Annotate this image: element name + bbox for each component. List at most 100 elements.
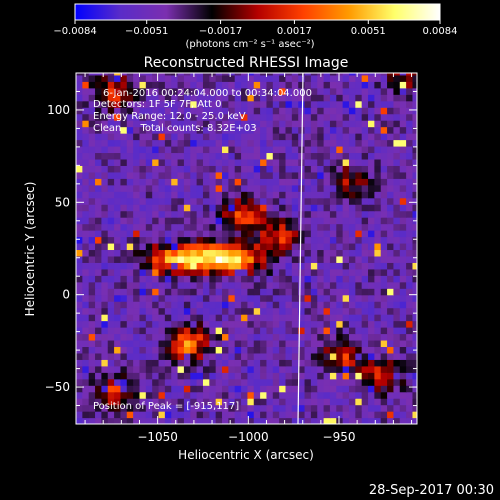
heatmap-cell xyxy=(183,113,191,121)
heatmap-cell xyxy=(228,327,236,335)
heatmap-cell xyxy=(215,152,223,160)
heatmap-cell xyxy=(114,73,122,76)
heatmap-cell xyxy=(183,352,191,360)
heatmap-cell xyxy=(126,152,134,160)
heatmap-cell xyxy=(348,204,356,212)
heatmap-cell xyxy=(215,327,223,335)
heatmap-cell xyxy=(374,339,382,348)
heatmap-cell xyxy=(190,120,198,128)
heatmap-cell xyxy=(126,327,134,335)
heatmap-cell xyxy=(374,242,382,251)
heatmap-cell xyxy=(374,204,382,212)
heatmap-cell xyxy=(82,126,90,134)
heatmap-cell xyxy=(355,113,363,121)
heatmap-cell xyxy=(76,178,83,186)
heatmap-cell xyxy=(158,126,166,134)
heatmap-cell xyxy=(152,346,160,354)
heatmap-cell xyxy=(145,145,153,154)
heatmap-cell xyxy=(298,281,306,289)
heatmap-cell xyxy=(177,210,185,218)
heatmap-cell xyxy=(196,197,204,205)
heatmap-cell xyxy=(120,301,128,309)
heatmap-cell xyxy=(253,87,261,95)
heatmap-cell xyxy=(190,81,198,89)
heatmap-cell xyxy=(114,378,122,386)
heatmap-cell xyxy=(222,365,229,373)
heatmap-cell xyxy=(260,288,268,296)
heatmap-cell xyxy=(310,197,318,205)
heatmap-cell xyxy=(101,385,109,393)
heatmap-cell xyxy=(177,281,185,289)
heatmap-cell xyxy=(285,255,293,263)
heatmap-cell xyxy=(329,81,337,89)
heatmap-cell xyxy=(285,294,293,302)
heatmap-cell xyxy=(247,139,255,147)
heatmap-cell xyxy=(114,281,122,289)
heatmap-cell xyxy=(202,94,210,102)
heatmap-cell xyxy=(355,411,363,419)
heatmap-cell xyxy=(164,307,172,315)
heatmap-cell xyxy=(95,81,102,89)
heatmap-cell xyxy=(209,372,217,380)
heatmap-cell xyxy=(209,133,217,141)
heatmap-cell xyxy=(177,275,185,283)
heatmap-cell xyxy=(152,327,160,335)
heatmap-cell xyxy=(196,359,204,367)
heatmap-cell xyxy=(279,314,287,322)
heatmap-cell xyxy=(317,255,325,263)
heatmap-cell xyxy=(387,320,395,328)
heatmap-cell xyxy=(82,327,90,335)
heatmap-cell xyxy=(133,74,141,82)
heatmap-cell xyxy=(393,204,401,212)
heatmap-cell xyxy=(279,404,287,412)
heatmap-cell xyxy=(171,294,179,302)
heatmap-cell xyxy=(152,100,160,108)
heatmap-cell xyxy=(260,314,268,322)
heatmap-cell xyxy=(145,191,153,199)
heatmap-cell xyxy=(209,152,217,160)
heatmap-cell xyxy=(88,133,96,141)
heatmap-cell xyxy=(114,404,122,412)
heatmap-cell xyxy=(279,94,287,102)
heatmap-cell xyxy=(285,346,293,354)
heatmap-cell xyxy=(171,255,179,263)
heatmap-cell xyxy=(164,217,172,225)
heatmap-cell xyxy=(228,398,236,406)
heatmap-cell xyxy=(222,391,229,399)
heatmap-cell xyxy=(260,171,268,179)
heatmap-cell xyxy=(202,165,210,173)
heatmap-cell xyxy=(76,191,83,199)
heatmap-cell xyxy=(158,133,166,141)
heatmap-cell xyxy=(368,87,375,95)
heatmap-cell xyxy=(209,365,217,373)
heatmap-cell xyxy=(101,217,109,225)
heatmap-cell xyxy=(272,320,280,328)
heatmap-cell xyxy=(368,327,375,335)
heatmap-cell xyxy=(412,281,417,289)
heatmap-cell xyxy=(348,352,356,360)
heatmap-cell xyxy=(247,145,255,154)
annotation-energy-range: Energy Range: 12.0 - 25.0 keV xyxy=(93,111,246,122)
heatmap-cell xyxy=(126,365,134,373)
heatmap-cell xyxy=(361,242,369,251)
heatmap-cell xyxy=(158,398,166,406)
heatmap-cell xyxy=(196,107,204,115)
heatmap-cell xyxy=(412,333,417,341)
heatmap-cell xyxy=(228,197,236,205)
heatmap-cell xyxy=(317,133,325,141)
heatmap-cell xyxy=(190,223,198,231)
heatmap-cell xyxy=(234,339,242,348)
heatmap-cell xyxy=(304,249,312,257)
heatmap-cell xyxy=(88,94,96,102)
heatmap-cell xyxy=(368,178,375,186)
heatmap-cell xyxy=(76,262,83,270)
heatmap-cell xyxy=(107,113,115,121)
heatmap-cell xyxy=(145,178,153,186)
heatmap-cell xyxy=(393,314,401,322)
heatmap-cell xyxy=(183,120,191,128)
heatmap-cell xyxy=(133,133,141,141)
heatmap-cell xyxy=(272,365,280,373)
heatmap-cell xyxy=(355,391,363,399)
heatmap-cell xyxy=(380,352,388,360)
heatmap-cell xyxy=(342,94,350,102)
